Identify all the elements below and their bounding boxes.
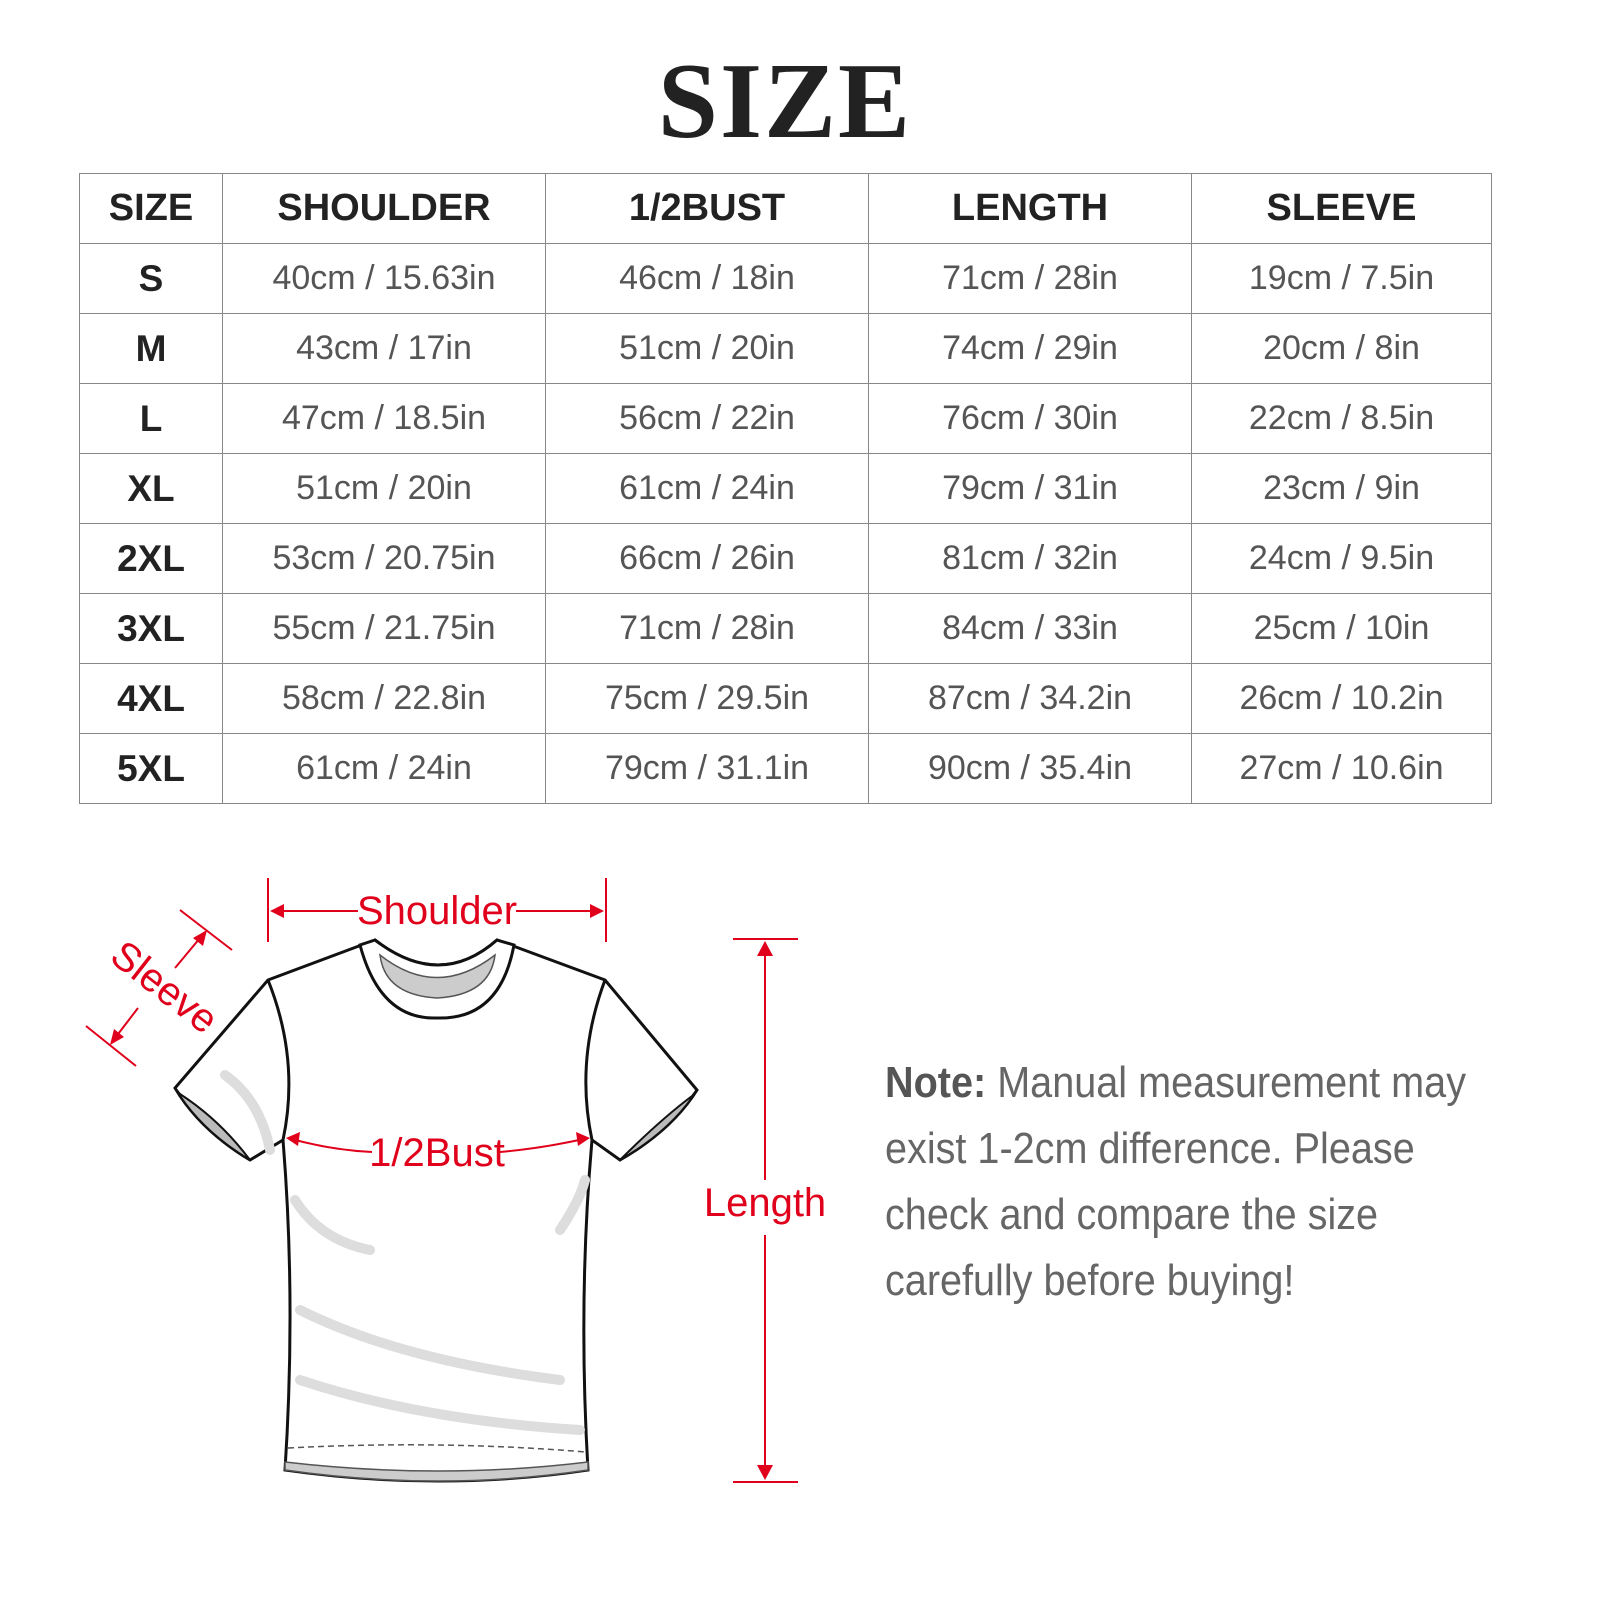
measurement-arrows — [85, 878, 798, 1483]
size-cell: L — [79, 383, 223, 454]
measurement-cell: 20cm / 8in — [1191, 313, 1492, 384]
measurement-cell: 19cm / 7.5in — [1191, 243, 1492, 314]
measurement-cell: 75cm / 29.5in — [545, 663, 869, 734]
size-table: SIZE SHOULDER 1/2BUST LENGTH SLEEVE S 40cm / … — [79, 173, 1492, 804]
measurement-cell: 66cm / 26in — [545, 523, 869, 594]
measurement-cell: 27cm / 10.6in — [1191, 733, 1492, 804]
column-header: LENGTH — [868, 173, 1192, 244]
table-row: 5XL 61cm / 24in 79cm / 31.1in 90cm / 35.4in… — [79, 733, 1492, 804]
measurement-cell: 24cm / 9.5in — [1191, 523, 1492, 594]
measurement-cell: 25cm / 10in — [1191, 593, 1492, 664]
table-row: 2XL 53cm / 20.75in 66cm / 26in 81cm / 32in 2… — [79, 523, 1492, 594]
measurement-cell: 79cm / 31.1in — [545, 733, 869, 804]
page-title: SIZE — [657, 42, 913, 161]
measurement-cell: 90cm / 35.4in — [868, 733, 1192, 804]
measurement-cell: 84cm / 33in — [868, 593, 1192, 664]
column-header: 1/2BUST — [545, 173, 869, 244]
size-cell: XL — [79, 453, 223, 524]
measurement-cell: 22cm / 8.5in — [1191, 383, 1492, 454]
measurement-cell: 71cm / 28in — [545, 593, 869, 664]
tshirt-illustration — [173, 938, 699, 1483]
measurement-cell: 40cm / 15.63in — [222, 243, 546, 314]
table-row: M 43cm / 17in 51cm / 20in 74cm / 29in 20cm /… — [79, 313, 1492, 384]
size-cell: S — [79, 243, 223, 314]
measurement-cell: 56cm / 22in — [545, 383, 869, 454]
measurement-note: Note: Manual measurement may exist 1-2cm… — [885, 1050, 1506, 1314]
measurement-cell: 61cm / 24in — [545, 453, 869, 524]
table-row: L 47cm / 18.5in 56cm / 22in 76cm / 30in 22cm… — [79, 383, 1492, 454]
measurement-cell: 71cm / 28in — [868, 243, 1192, 314]
measurement-cell: 23cm / 9in — [1191, 453, 1492, 524]
table-header-row: SIZE SHOULDER 1/2BUST LENGTH SLEEVE — [79, 173, 1492, 244]
table-row: 3XL 55cm / 21.75in 71cm / 28in 84cm / 33in 2… — [79, 593, 1492, 664]
column-header: SIZE — [79, 173, 223, 244]
size-cell: M — [79, 313, 223, 384]
measurement-cell: 53cm / 20.75in — [222, 523, 546, 594]
length-label: Length — [704, 1181, 826, 1225]
note-text: Manual measurement may exist 1-2cm diffe… — [885, 1058, 1467, 1305]
measurement-cell: 76cm / 30in — [868, 383, 1192, 454]
table-row: 4XL 58cm / 22.8in 75cm / 29.5in 87cm / 34.2… — [79, 663, 1492, 734]
measurement-cell: 43cm / 17in — [222, 313, 546, 384]
size-cell: 3XL — [79, 593, 223, 664]
sleeve-label: Sleeve — [102, 932, 225, 1042]
measurement-cell: 61cm / 24in — [222, 733, 546, 804]
measurement-cell: 81cm / 32in — [868, 523, 1192, 594]
measurement-cell: 46cm / 18in — [545, 243, 869, 314]
measurement-cell: 58cm / 22.8in — [222, 663, 546, 734]
measurement-cell: 74cm / 29in — [868, 313, 1192, 384]
measurement-cell: 51cm / 20in — [222, 453, 546, 524]
table-row: XL 51cm / 20in 61cm / 24in 79cm / 31in 23cm … — [79, 453, 1492, 524]
table-row: S 40cm / 15.63in 46cm / 18in 71cm / 28in 19c… — [79, 243, 1492, 314]
shoulder-label: Shoulder — [357, 889, 517, 933]
measurement-cell: 55cm / 21.75in — [222, 593, 546, 664]
bust-label: 1/2Bust — [369, 1131, 505, 1175]
measurement-cell: 51cm / 20in — [545, 313, 869, 384]
size-cell: 5XL — [79, 733, 223, 804]
column-header: SLEEVE — [1191, 173, 1492, 244]
measurement-cell: 26cm / 10.2in — [1191, 663, 1492, 734]
note-prefix: Note: — [885, 1058, 987, 1107]
size-cell: 4XL — [79, 663, 223, 734]
